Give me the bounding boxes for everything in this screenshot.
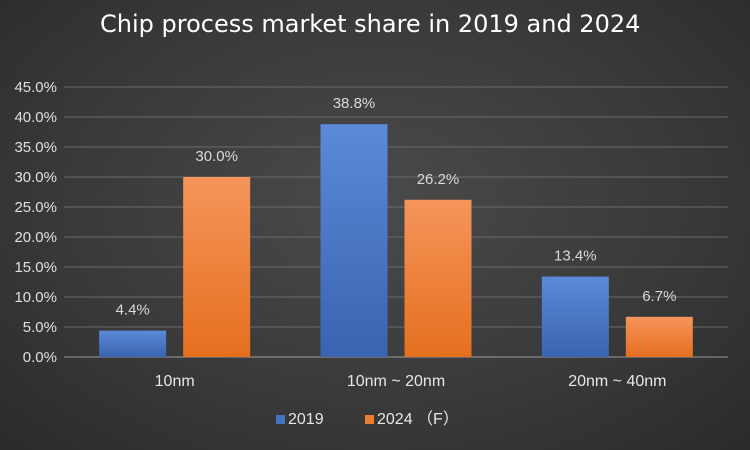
y-tick-label: 35.0% bbox=[14, 139, 57, 156]
legend-swatch bbox=[276, 415, 285, 424]
legend: 2019 2024 （F） bbox=[276, 410, 459, 428]
y-tick-label: 25.0% bbox=[14, 199, 57, 216]
data-labels: 4.4% 30.0% 38.8% 26.2% 13.4% 6.7% bbox=[116, 95, 677, 318]
bar-2019-1 bbox=[320, 124, 388, 357]
category-label: 10nm ~ 20nm bbox=[347, 373, 445, 390]
bar-2024F-1 bbox=[404, 199, 472, 357]
gridlines bbox=[64, 86, 728, 358]
legend-label: 2024 （F） bbox=[377, 410, 459, 428]
y-tick-label: 30.0% bbox=[14, 169, 57, 186]
legend-swatch bbox=[365, 415, 374, 424]
y-tick-label: 10.0% bbox=[14, 289, 57, 306]
data-label: 30.0% bbox=[195, 148, 238, 165]
data-label: 4.4% bbox=[116, 302, 150, 319]
bar-2019-0 bbox=[99, 330, 167, 357]
data-label: 26.2% bbox=[417, 171, 460, 188]
y-tick-label: 20.0% bbox=[14, 229, 57, 246]
data-label: 13.4% bbox=[554, 248, 597, 265]
data-label: 6.7% bbox=[642, 288, 676, 305]
bar-2024F-2 bbox=[625, 316, 693, 357]
y-tick-label: 0.0% bbox=[23, 349, 57, 366]
category-label: 20nm ~ 40nm bbox=[568, 373, 666, 390]
data-label: 38.8% bbox=[333, 95, 376, 112]
bars bbox=[99, 124, 693, 357]
y-tick-label: 15.0% bbox=[14, 259, 57, 276]
y-tick-label: 45.0% bbox=[14, 79, 57, 96]
y-tick-label: 40.0% bbox=[14, 109, 57, 126]
category-label: 10nm bbox=[155, 373, 195, 390]
y-axis: 0.0% 5.0% 10.0% 15.0% 20.0% 25.0% 30.0% 35.0% 40… bbox=[14, 79, 57, 366]
bar-2024F-0 bbox=[183, 177, 251, 357]
chart-title: Chip process market share in 2019 and 20… bbox=[100, 10, 641, 38]
x-axis: 10nm 10nm ~ 20nm 20nm ~ 40nm bbox=[155, 373, 667, 390]
bar-2019-2 bbox=[541, 276, 609, 357]
legend-label: 2019 bbox=[288, 411, 324, 428]
y-tick-label: 5.0% bbox=[23, 319, 57, 336]
